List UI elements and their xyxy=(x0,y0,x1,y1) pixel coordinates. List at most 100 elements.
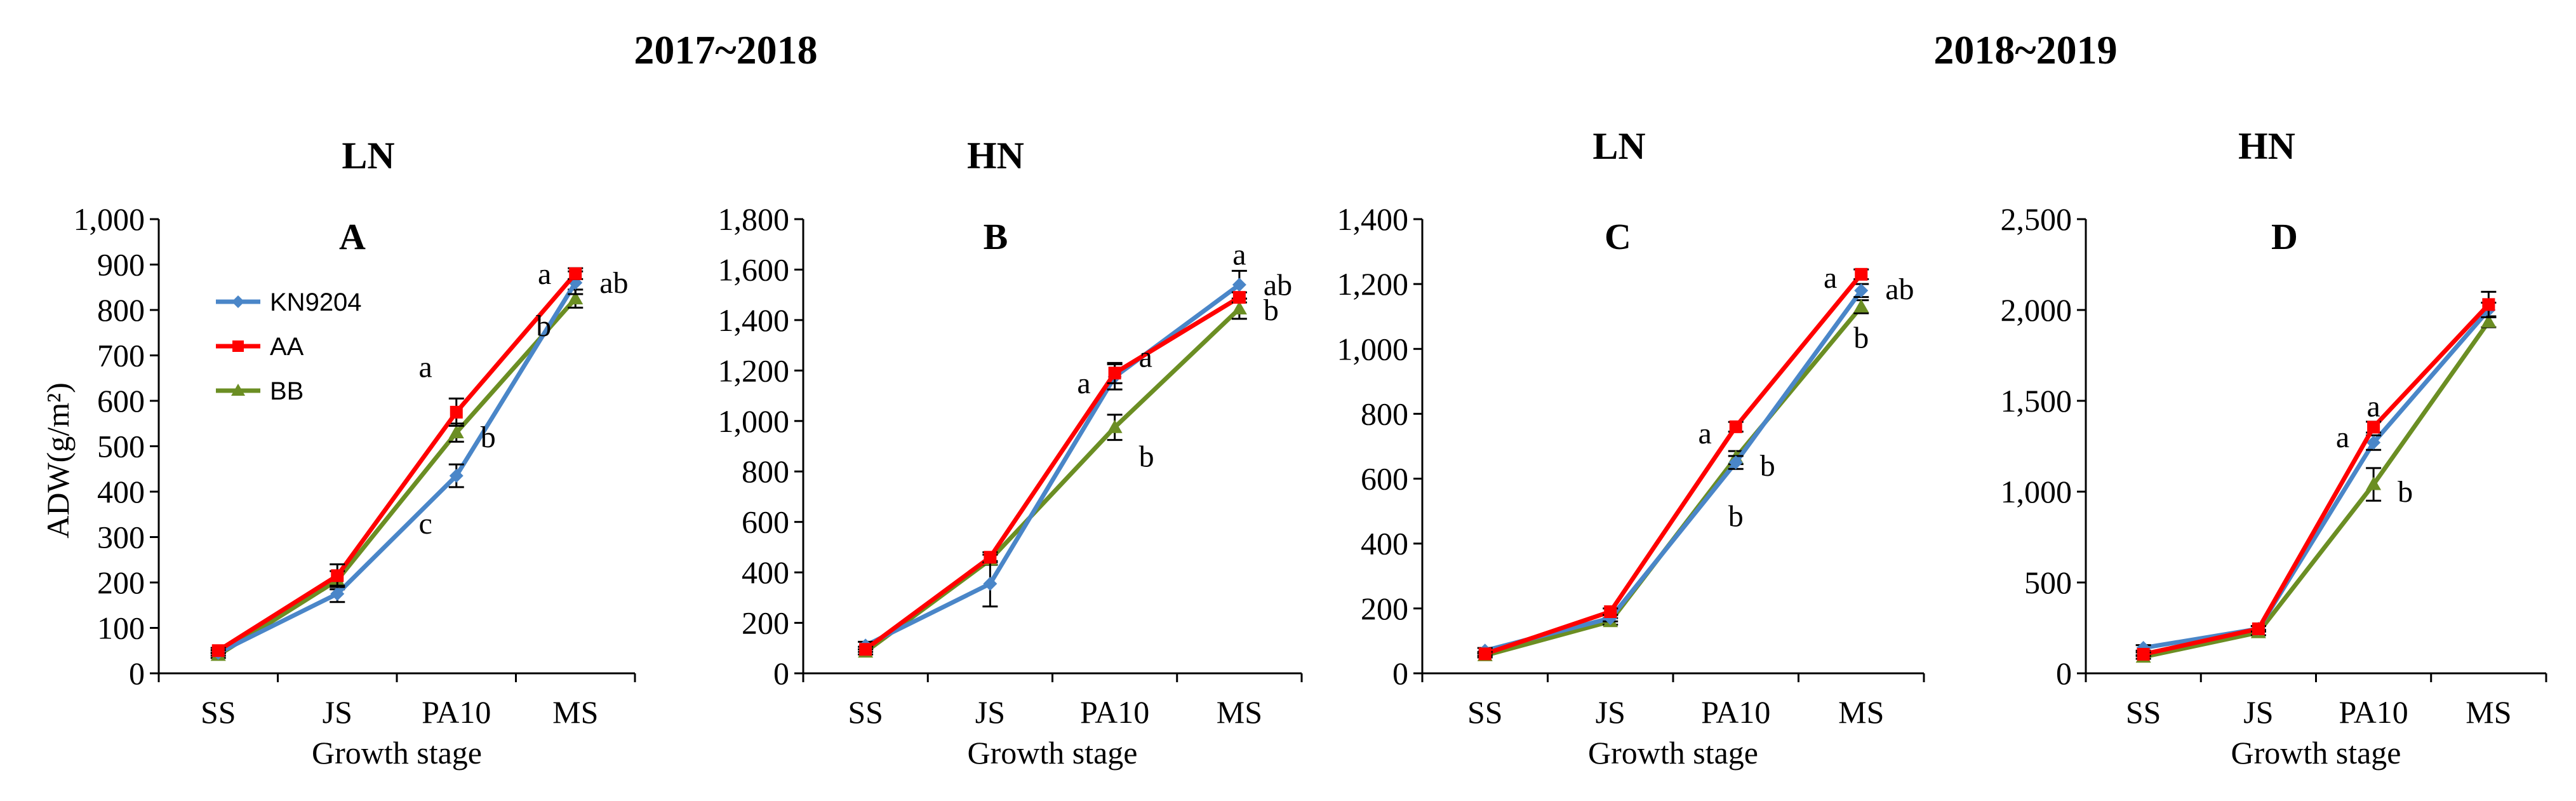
legend-marker xyxy=(232,340,244,352)
legend-entry-aa: AA xyxy=(216,333,304,361)
y-tick-label: 1,000 xyxy=(74,201,145,237)
data-point xyxy=(1729,420,1742,433)
x-tick-label: JS xyxy=(323,694,352,730)
x-tick-label: PA10 xyxy=(1701,694,1770,730)
panel-c: LN C 0 200 400 600 800 1,000 1,200 1,400 SS JS PA10 M… xyxy=(1337,125,1925,771)
data-point xyxy=(2137,647,2150,661)
panel-title: HN xyxy=(967,135,1024,177)
y-tick-label: 200 xyxy=(742,605,789,641)
y-tick-label: 1,200 xyxy=(718,353,790,388)
y-tick-label: 0 xyxy=(1392,656,1408,691)
data-point xyxy=(449,468,464,483)
y-tick-label: 600 xyxy=(1361,461,1408,497)
y-tick-label: 1,000 xyxy=(2001,474,2072,509)
significance-letter: a xyxy=(1698,417,1711,450)
x-tick-label: SS xyxy=(2126,694,2161,730)
legend-label: AA xyxy=(270,333,304,361)
panel-letter: A xyxy=(339,216,366,257)
x-tick-label: PA10 xyxy=(2339,694,2408,730)
y-tick-label: 600 xyxy=(742,504,789,540)
x-tick-label: MS xyxy=(2466,694,2511,730)
y-tick-label: 2,000 xyxy=(2001,292,2072,328)
x-tick-label: PA10 xyxy=(422,694,491,730)
series-aa xyxy=(1477,267,1869,661)
series-line xyxy=(1484,305,1863,658)
y-tick-label: 1,400 xyxy=(718,302,790,338)
data-point xyxy=(2252,622,2265,635)
y-tick-label: 500 xyxy=(2024,565,2072,600)
significance-letter: b xyxy=(1760,449,1775,483)
panel-a: LN A 0 100 200 300 400 500 600 700 800 900 1,000 SS JS… xyxy=(74,135,636,771)
significance-letter: a xyxy=(538,257,551,291)
y-tick-label: 400 xyxy=(742,555,789,590)
x-axis-label: Growth stage xyxy=(1588,735,1758,771)
panel-d: HN D 0 500 1,000 1,500 2,000 2,500 SS JS PA10 MS Gro… xyxy=(2001,125,2547,771)
panel-title: LN xyxy=(342,135,394,177)
x-axis-label: Growth stage xyxy=(2231,735,2401,771)
significance-letter: a xyxy=(1077,367,1090,400)
data-point xyxy=(1107,419,1123,433)
significance-letter: b xyxy=(481,421,496,454)
y-tick-label: 800 xyxy=(97,292,145,328)
significance-letter: a xyxy=(2336,421,2349,454)
data-point xyxy=(568,291,584,305)
y-tick-label: 200 xyxy=(1361,591,1408,626)
data-point xyxy=(1853,299,1869,313)
significance-letter: b xyxy=(1853,321,1869,354)
legend: KN9204 AA BB xyxy=(216,288,362,405)
y-tick-label: 200 xyxy=(97,565,145,600)
data-point xyxy=(983,576,998,591)
y-tick-label: 0 xyxy=(129,656,145,691)
legend-marker xyxy=(232,295,244,308)
x-tick-label: JS xyxy=(1596,694,1625,730)
x-tick-label: MS xyxy=(1838,694,1884,730)
data-point xyxy=(2366,476,2382,490)
y-tick-label: 400 xyxy=(97,474,145,509)
significance-letter: c xyxy=(418,507,432,541)
y-tick-label: 1,600 xyxy=(718,252,790,287)
series-line xyxy=(864,283,1241,648)
data-point xyxy=(1604,605,1617,618)
significance-letter: b xyxy=(536,309,551,343)
data-point xyxy=(859,643,872,656)
significance-letter: a xyxy=(1824,261,1837,295)
x-axis-label: Growth stage xyxy=(312,735,482,771)
y-tick-label: 0 xyxy=(773,656,789,691)
significance-letter: b xyxy=(1264,293,1279,327)
data-point xyxy=(2482,298,2495,311)
year-title-2018: 2018~2019 xyxy=(1933,27,2117,72)
data-point xyxy=(1855,267,1868,281)
data-point xyxy=(984,551,997,564)
panel-title: LN xyxy=(1592,125,1645,167)
y-tick-label: 1,500 xyxy=(2001,383,2072,419)
data-point xyxy=(450,405,463,419)
x-tick-label: SS xyxy=(201,694,236,730)
data-point xyxy=(1231,301,1247,315)
x-tick-label: MS xyxy=(552,694,598,730)
significance-letter: a xyxy=(1139,340,1152,374)
series-bb xyxy=(210,288,584,661)
panel-letter: C xyxy=(1605,216,1631,257)
data-point xyxy=(211,644,225,657)
panel-title: HN xyxy=(2238,125,2295,167)
legend-entry-bb: BB xyxy=(216,377,304,405)
data-point xyxy=(569,267,582,280)
y-tick-label: 2,500 xyxy=(2001,201,2072,237)
y-tick-label: 300 xyxy=(97,520,145,555)
significance-letter: a xyxy=(418,350,432,384)
legend-marker xyxy=(231,384,245,396)
data-point xyxy=(1854,283,1869,298)
y-tick-label: 0 xyxy=(2056,656,2072,691)
y-tick-label: 1,000 xyxy=(1337,331,1409,367)
y-tick-label: 900 xyxy=(97,247,145,283)
legend-entry-kn9204: KN9204 xyxy=(216,288,362,316)
data-point xyxy=(1232,278,1246,292)
panel-letter: B xyxy=(984,216,1008,257)
y-tick-label: 1,000 xyxy=(718,403,790,439)
series-line xyxy=(217,281,578,655)
legend-label: BB xyxy=(270,377,304,405)
y-tick-label: 1,800 xyxy=(718,201,790,237)
y-tick-label: 600 xyxy=(97,383,145,419)
x-tick-label: JS xyxy=(2243,694,2273,730)
